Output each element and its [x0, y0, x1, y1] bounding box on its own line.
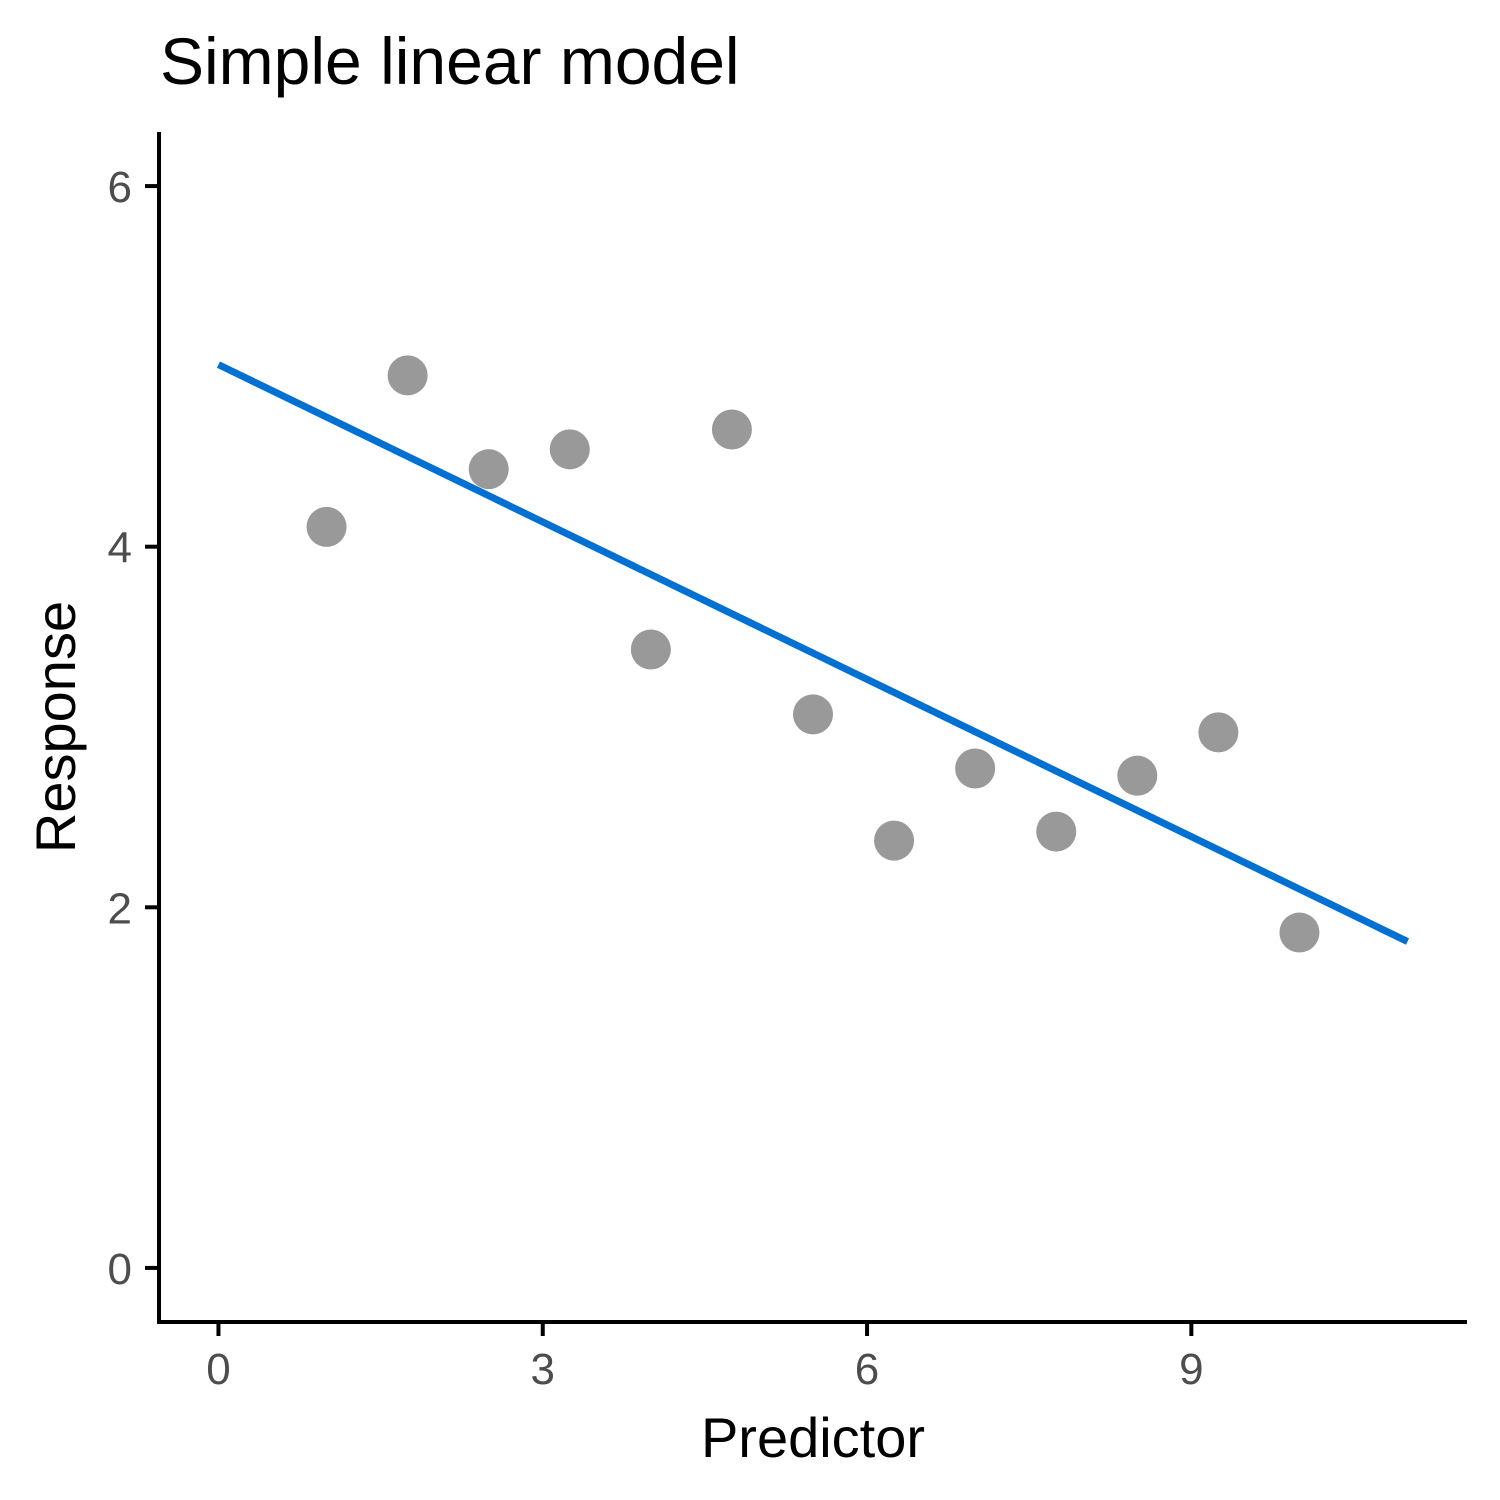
x-axis-title: Predictor — [701, 1406, 925, 1469]
data-point-12 — [1198, 712, 1239, 753]
data-point-4 — [549, 429, 590, 470]
data-point-10 — [1036, 811, 1077, 852]
data-point-3 — [468, 449, 509, 490]
data-point-5 — [630, 629, 671, 670]
chart-title: Simple linear model — [160, 24, 740, 98]
y-axis-ticks: 0 2 4 6 — [108, 163, 159, 1294]
y-tick-label-6: 6 — [108, 163, 132, 212]
y-tick-label-4: 4 — [108, 524, 132, 573]
data-point-9 — [955, 748, 996, 789]
data-point-11 — [1117, 755, 1158, 796]
x-tick-label-3: 3 — [531, 1345, 555, 1394]
y-tick-label-2: 2 — [108, 884, 132, 933]
regression-line — [216, 361, 1410, 945]
x-tick-label-9: 9 — [1179, 1345, 1203, 1394]
data-point-2 — [387, 355, 428, 396]
data-point-8 — [874, 820, 915, 861]
data-point-7 — [793, 694, 833, 735]
data-point-1 — [306, 506, 347, 547]
x-tick-label-0: 0 — [206, 1345, 230, 1394]
y-tick-label-0: 0 — [108, 1245, 132, 1294]
x-tick-label-6: 6 — [855, 1345, 879, 1394]
y-axis-title: Response — [24, 601, 87, 853]
data-point-6 — [711, 409, 752, 450]
x-axis-ticks: 0 3 6 9 — [206, 1322, 1204, 1394]
data-point-13 — [1279, 912, 1320, 953]
plot-area — [216, 355, 1410, 953]
